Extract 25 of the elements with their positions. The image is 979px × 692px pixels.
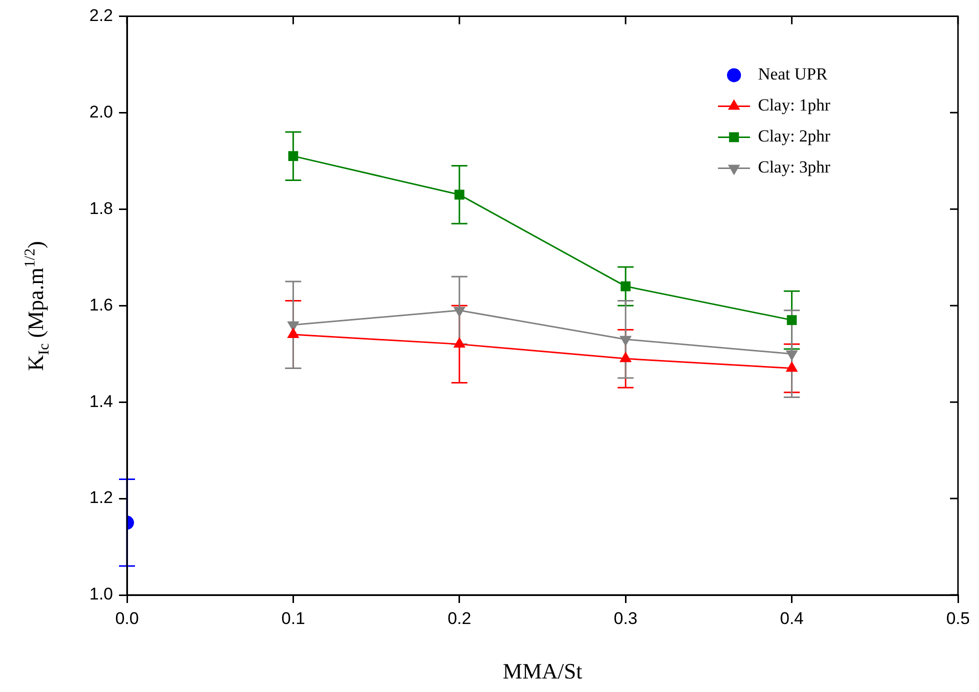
point bbox=[786, 350, 798, 361]
legend-label: Clay: 3phr bbox=[758, 158, 831, 177]
point bbox=[453, 306, 466, 318]
x-axis-title: MMA/St bbox=[502, 658, 582, 684]
x-tick-label: 0.0 bbox=[115, 608, 139, 628]
y-tick-label: 1.8 bbox=[89, 198, 113, 218]
point bbox=[620, 281, 631, 292]
y-tick-label: 1.4 bbox=[89, 392, 113, 411]
y-tick-label: 1.2 bbox=[89, 488, 113, 508]
point bbox=[288, 151, 298, 162]
point bbox=[454, 190, 464, 200]
legend-label: Clay: 2phr bbox=[758, 126, 831, 146]
x-tick-label: 0.4 bbox=[780, 608, 804, 628]
x-tick-label: 0.5 bbox=[946, 608, 970, 628]
point bbox=[786, 315, 797, 326]
y-tick-label: 2.2 bbox=[89, 6, 113, 25]
y-tick-label: 2.0 bbox=[89, 102, 113, 122]
legend-label: Neat UPR bbox=[758, 64, 828, 84]
y-tick-label: 1.0 bbox=[89, 584, 113, 604]
x-tick-label: 0.2 bbox=[448, 608, 472, 628]
x-tick-label: 0.3 bbox=[614, 608, 638, 628]
legend-label: Clay: 1phr bbox=[758, 96, 831, 115]
x-tick-label: 0.1 bbox=[281, 608, 306, 628]
y-tick-label: 1.6 bbox=[89, 295, 113, 314]
point bbox=[620, 336, 632, 346]
